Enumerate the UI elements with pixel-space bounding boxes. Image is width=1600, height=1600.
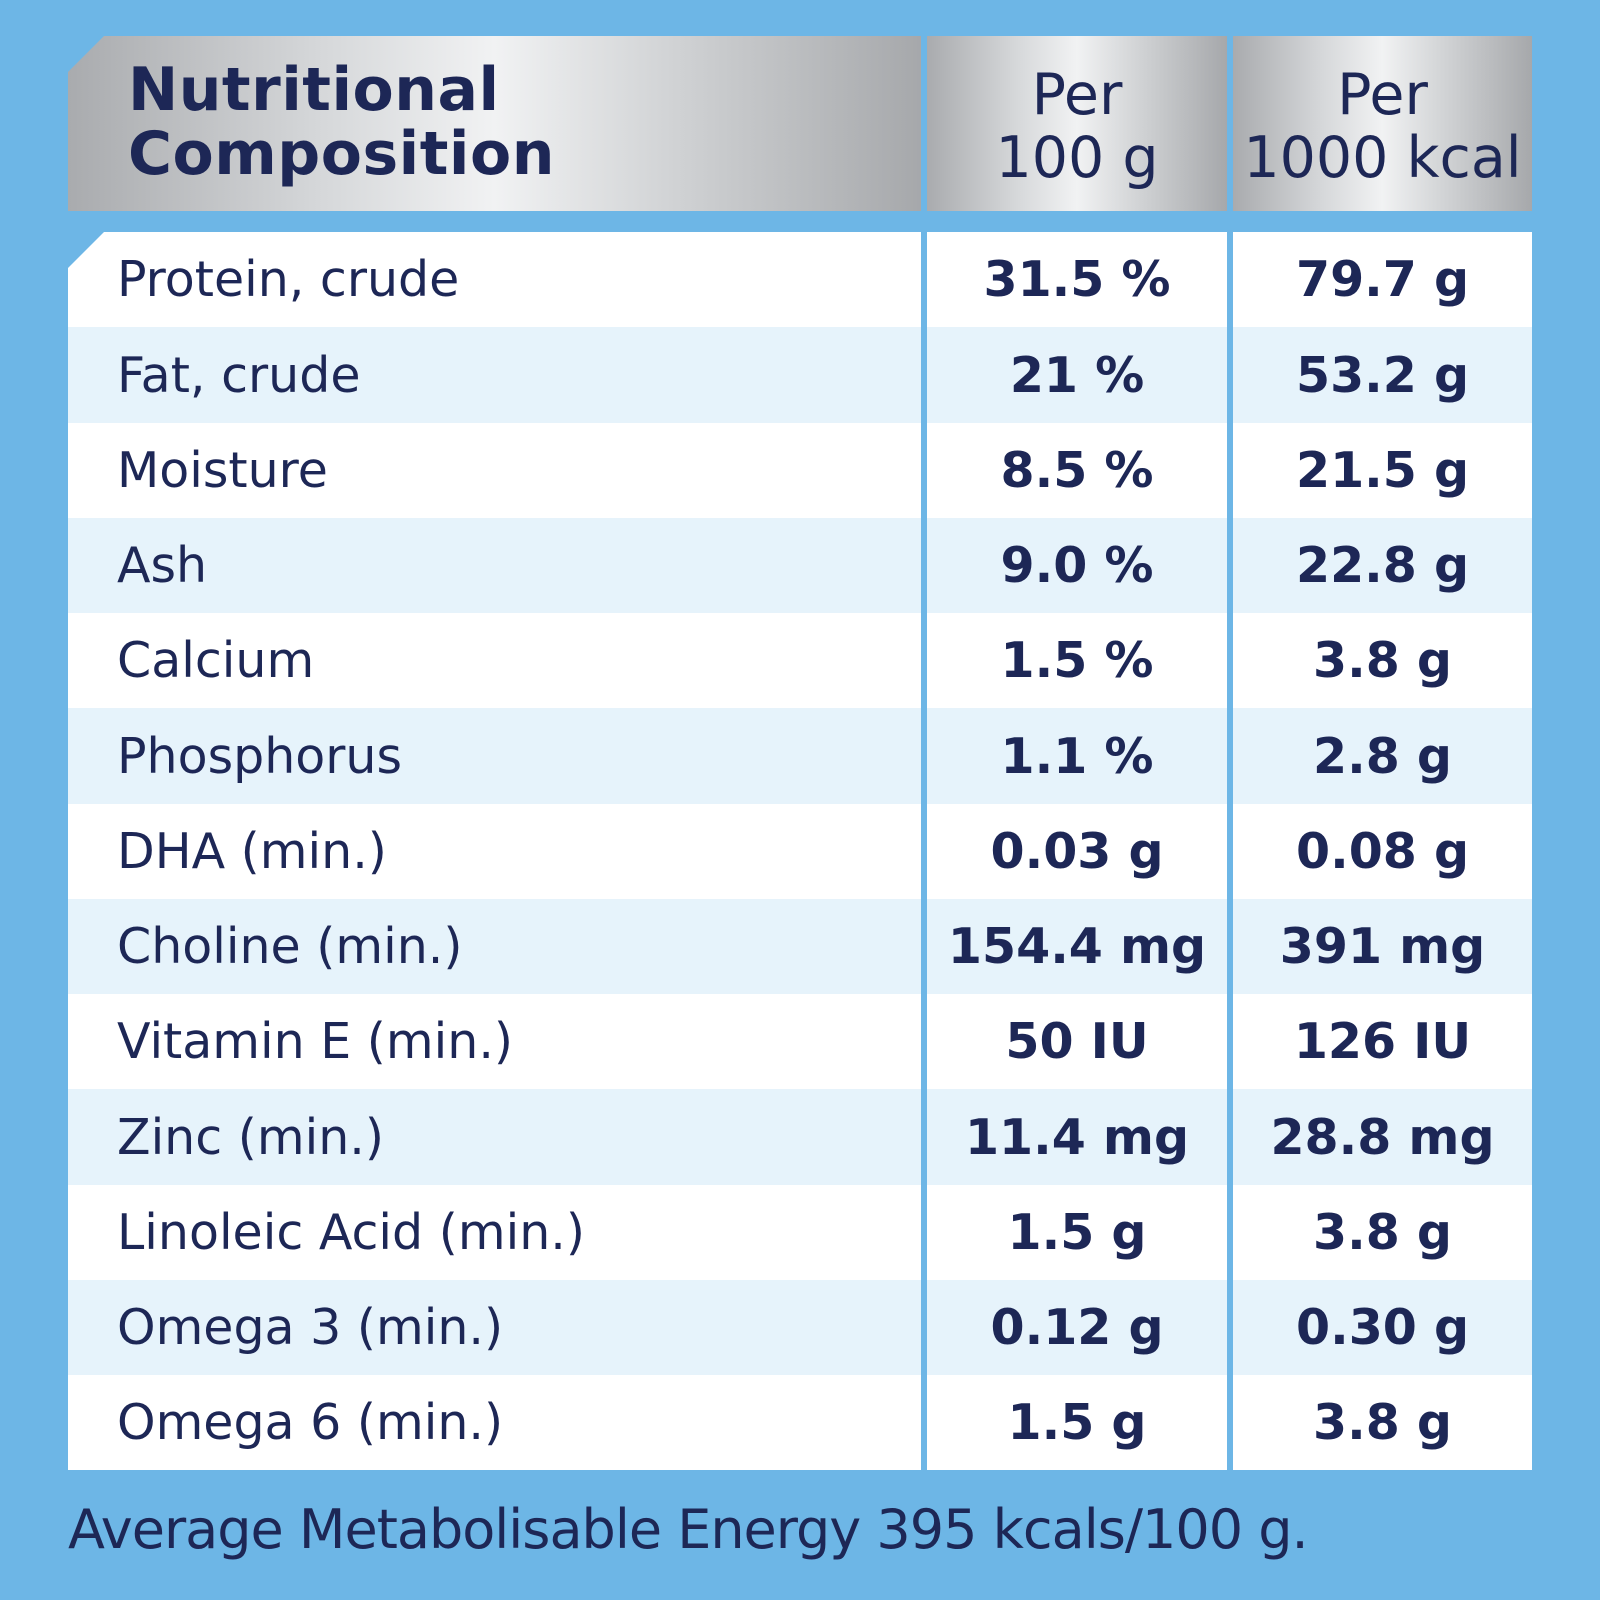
table-row: Omega 3 (min.) 0.12 g 0.30 g	[68, 1280, 1532, 1375]
table-row: Fat, crude 21 % 53.2 g	[68, 327, 1532, 423]
nutrient-name: Omega 6 (min.)	[68, 1375, 921, 1470]
table-row: Phosphorus 1.1 % 2.8 g	[68, 708, 1532, 804]
value-per-100g: 1.5 %	[927, 613, 1227, 708]
table-row: DHA (min.) 0.03 g 0.08 g	[68, 804, 1532, 899]
nutrient-name: Phosphorus	[68, 708, 921, 804]
value-per-1000kcal: 391 mg	[1233, 899, 1532, 994]
table-row: Calcium 1.5 % 3.8 g	[68, 613, 1532, 708]
table-body: Protein, crude 31.5 % 79.7 g Fat, crude 21 %…	[68, 232, 1532, 1470]
value-per-1000kcal: 53.2 g	[1233, 327, 1532, 423]
table-row: Zinc (min.) 11.4 mg 28.8 mg	[68, 1089, 1532, 1185]
value-per-100g: 8.5 %	[927, 423, 1227, 518]
col2-label-line-2: 1000 kcal	[1243, 125, 1522, 191]
value-per-1000kcal: 3.8 g	[1233, 613, 1532, 708]
value-per-1000kcal: 3.8 g	[1233, 1185, 1532, 1280]
nutrient-name: Calcium	[68, 613, 921, 708]
nutrient-name: Protein, crude	[68, 232, 921, 327]
table-row: Choline (min.) 154.4 mg 391 mg	[68, 899, 1532, 994]
table-row: Vitamin E (min.) 50 IU 126 IU	[68, 994, 1532, 1089]
value-per-1000kcal: 22.8 g	[1233, 518, 1532, 613]
col2-label-line-1: Per	[1337, 62, 1428, 128]
nutrient-name: Fat, crude	[68, 327, 921, 423]
energy-footnote: Average Metabolisable Energy 395 kcals/1…	[68, 1498, 1309, 1561]
value-per-100g: 21 %	[927, 327, 1227, 423]
value-per-100g: 50 IU	[927, 994, 1227, 1089]
col1-label-line-2: 100 g	[995, 125, 1159, 191]
table-row: Ash 9.0 % 22.8 g	[68, 518, 1532, 613]
value-per-100g: 11.4 mg	[927, 1089, 1227, 1185]
value-per-1000kcal: 0.08 g	[1233, 804, 1532, 899]
table-title: Nutritional Composition	[128, 58, 555, 186]
value-per-1000kcal: 79.7 g	[1233, 232, 1532, 327]
nutrient-name: DHA (min.)	[68, 804, 921, 899]
value-per-1000kcal: 21.5 g	[1233, 423, 1532, 518]
value-per-1000kcal: 2.8 g	[1233, 708, 1532, 804]
title-line-1: Nutritional	[128, 55, 500, 125]
nutrient-name: Omega 3 (min.)	[68, 1280, 921, 1375]
header-nutrient-column: Nutritional Composition	[68, 36, 921, 211]
nutrient-name: Vitamin E (min.)	[68, 994, 921, 1089]
nutrient-name: Moisture	[68, 423, 921, 518]
nutrient-name: Zinc (min.)	[68, 1089, 921, 1185]
table-row: Linoleic Acid (min.) 1.5 g 3.8 g	[68, 1185, 1532, 1280]
value-per-100g: 9.0 %	[927, 518, 1227, 613]
value-per-1000kcal: 0.30 g	[1233, 1280, 1532, 1375]
value-per-100g: 154.4 mg	[927, 899, 1227, 994]
header-per-1000kcal-column: Per 1000 kcal	[1233, 36, 1532, 211]
table-row: Protein, crude 31.5 % 79.7 g	[68, 232, 1532, 327]
value-per-1000kcal: 126 IU	[1233, 994, 1532, 1089]
value-per-100g: 1.5 g	[927, 1185, 1227, 1280]
table-row: Moisture 8.5 % 21.5 g	[68, 423, 1532, 518]
title-line-2: Composition	[128, 119, 555, 189]
value-per-1000kcal: 28.8 mg	[1233, 1089, 1532, 1185]
value-per-100g: 31.5 %	[927, 232, 1227, 327]
nutrient-name: Choline (min.)	[68, 899, 921, 994]
table-row: Omega 6 (min.) 1.5 g 3.8 g	[68, 1375, 1532, 1470]
value-per-1000kcal: 3.8 g	[1233, 1375, 1532, 1470]
col1-label-line-1: Per	[1031, 62, 1123, 128]
value-per-100g: 0.12 g	[927, 1280, 1227, 1375]
nutrient-name: Linoleic Acid (min.)	[68, 1185, 921, 1280]
nutrient-name: Ash	[68, 518, 921, 613]
value-per-100g: 0.03 g	[927, 804, 1227, 899]
table-header: Nutritional Composition Per 100 g Per 10…	[68, 36, 1532, 211]
value-per-100g: 1.1 %	[927, 708, 1227, 804]
value-per-100g: 1.5 g	[927, 1375, 1227, 1470]
header-per-100g-column: Per 100 g	[927, 36, 1227, 211]
